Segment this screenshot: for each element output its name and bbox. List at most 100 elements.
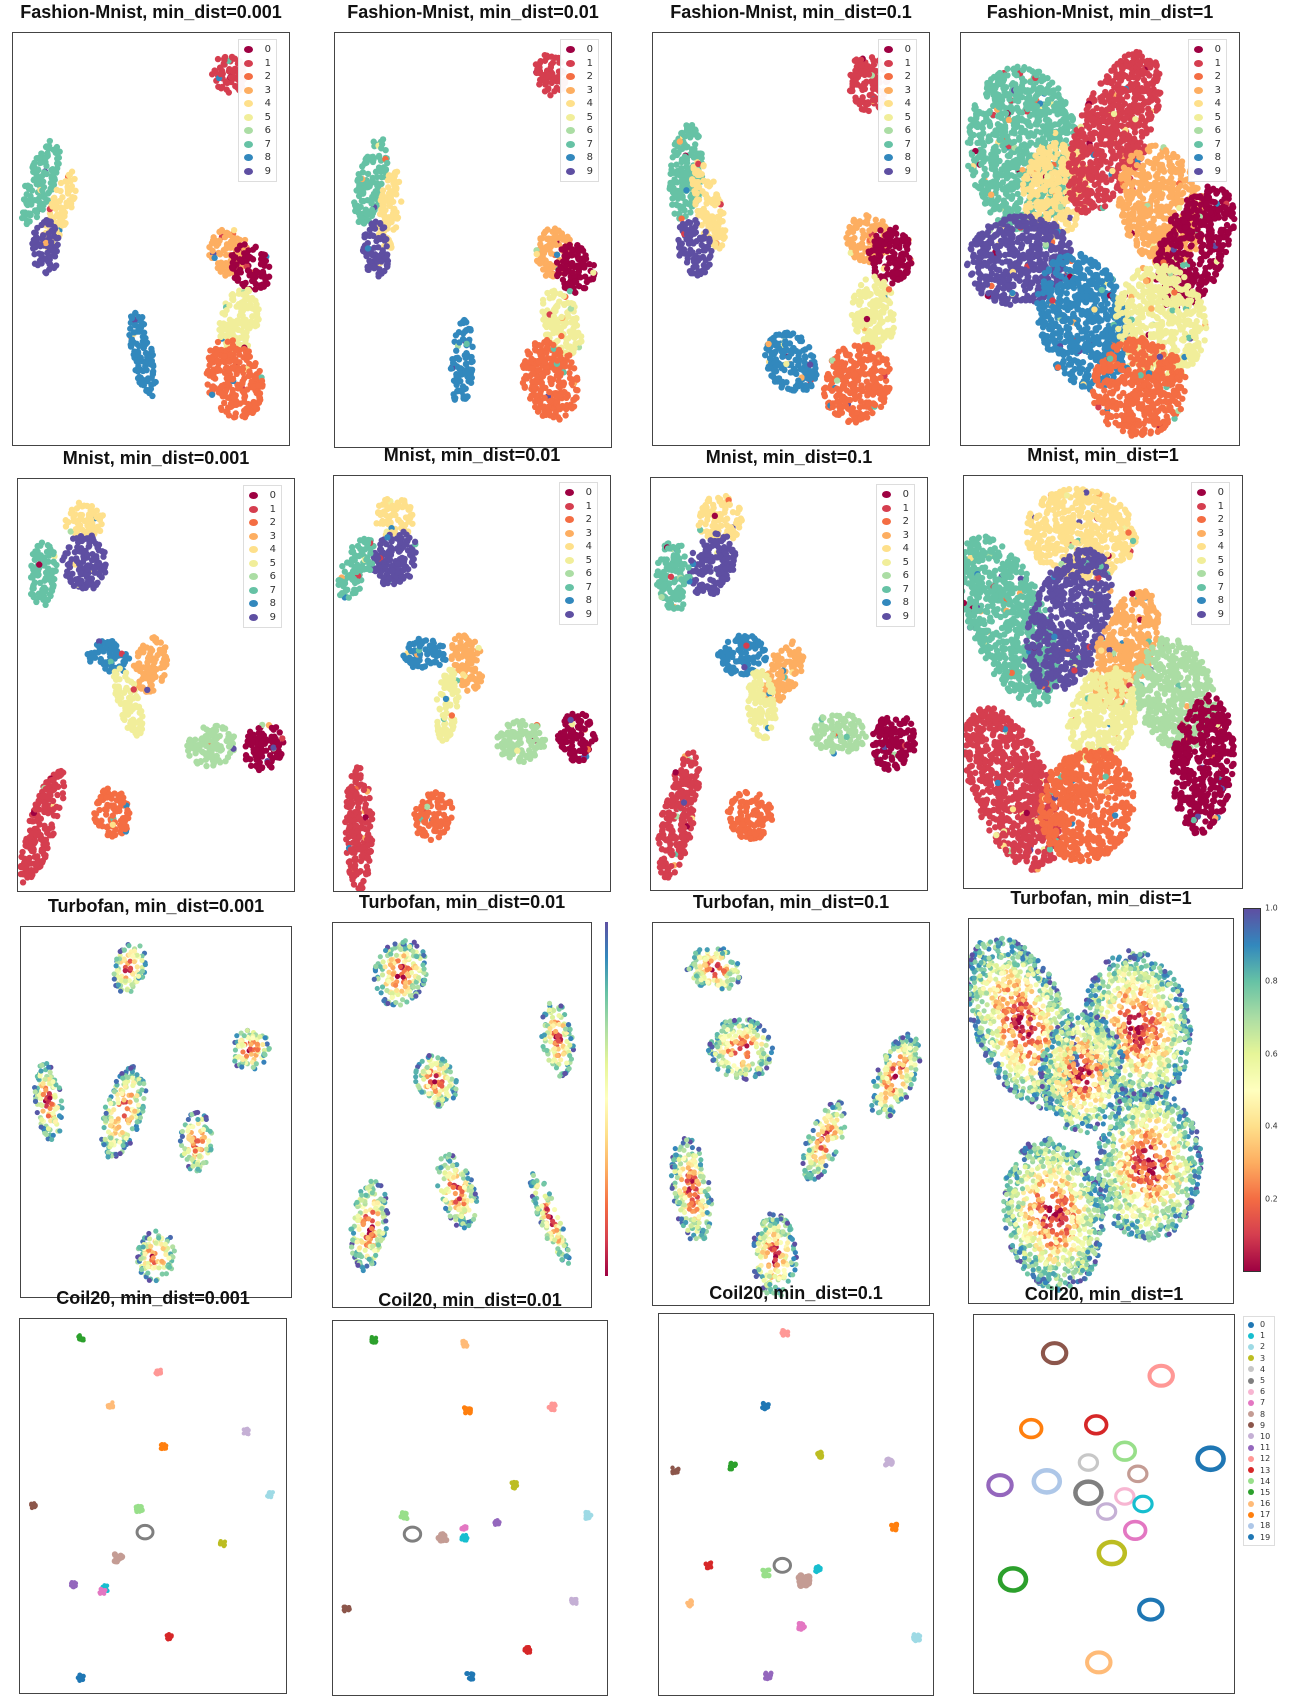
point (1028, 168, 1034, 174)
point (128, 313, 134, 319)
point (252, 323, 258, 329)
point (860, 412, 866, 418)
point (534, 66, 540, 72)
point (765, 341, 771, 347)
point (575, 264, 581, 270)
point (393, 224, 399, 230)
point (867, 291, 873, 297)
point (227, 352, 233, 358)
point (830, 404, 836, 410)
cluster-2 (204, 337, 266, 420)
point (1058, 127, 1064, 133)
point (394, 215, 400, 221)
point (136, 327, 142, 333)
point (368, 180, 374, 186)
point (1060, 156, 1066, 162)
point (237, 267, 243, 273)
point (1024, 87, 1030, 93)
point (232, 414, 238, 420)
point (801, 359, 807, 365)
point (584, 279, 590, 285)
point (590, 275, 596, 281)
point (1062, 177, 1068, 183)
point (983, 118, 989, 124)
point (463, 341, 469, 347)
point (871, 384, 877, 390)
legend-swatch (566, 127, 575, 134)
legend-label: 0 (587, 44, 593, 55)
point (684, 160, 690, 166)
point (988, 156, 994, 162)
point (230, 342, 236, 348)
point (547, 378, 553, 384)
legend-swatch (884, 46, 893, 53)
point (995, 71, 1001, 77)
point (48, 167, 54, 173)
point (1013, 87, 1019, 93)
point (206, 362, 212, 368)
cluster-0 (554, 242, 598, 296)
cluster-8 (762, 329, 820, 393)
point (469, 344, 475, 350)
point (215, 339, 221, 345)
point (678, 166, 684, 172)
point (856, 353, 862, 359)
point (554, 252, 560, 258)
point (209, 248, 215, 254)
point (853, 222, 859, 228)
point (151, 380, 157, 386)
point (810, 353, 816, 359)
point (833, 360, 839, 366)
point (790, 346, 796, 352)
legend-label: 6 (905, 125, 911, 136)
point (886, 243, 892, 249)
point (383, 166, 389, 172)
point (236, 367, 242, 373)
point (378, 145, 384, 151)
legend-label: 9 (905, 166, 911, 177)
legend-label: 0 (265, 44, 271, 55)
point (1050, 176, 1056, 182)
point (252, 286, 258, 292)
point (878, 396, 884, 402)
point (450, 391, 456, 397)
point (257, 368, 263, 374)
legend-swatch (244, 87, 253, 94)
point (967, 123, 973, 129)
point (547, 92, 553, 98)
point (687, 209, 693, 215)
point (149, 358, 155, 364)
point (214, 347, 220, 353)
point (230, 319, 236, 325)
point (1027, 194, 1033, 200)
point (219, 310, 225, 316)
point (568, 359, 574, 365)
point (224, 270, 230, 276)
legend-label: 8 (905, 152, 911, 163)
point (536, 358, 542, 364)
point (244, 296, 250, 302)
point (530, 370, 536, 376)
point (571, 335, 577, 341)
point (390, 180, 396, 186)
point (223, 333, 229, 339)
point (901, 274, 907, 280)
point (1013, 72, 1019, 78)
point (215, 56, 221, 62)
point (383, 255, 389, 261)
point (578, 245, 584, 251)
point (34, 225, 40, 231)
cluster-8 (448, 317, 476, 403)
point (969, 152, 975, 158)
point (43, 154, 49, 160)
point (872, 239, 878, 245)
point (686, 131, 692, 137)
point (33, 237, 39, 243)
point (981, 142, 987, 148)
point (356, 185, 362, 191)
point (703, 214, 709, 220)
point (996, 206, 1002, 212)
legend-swatch (884, 60, 893, 67)
